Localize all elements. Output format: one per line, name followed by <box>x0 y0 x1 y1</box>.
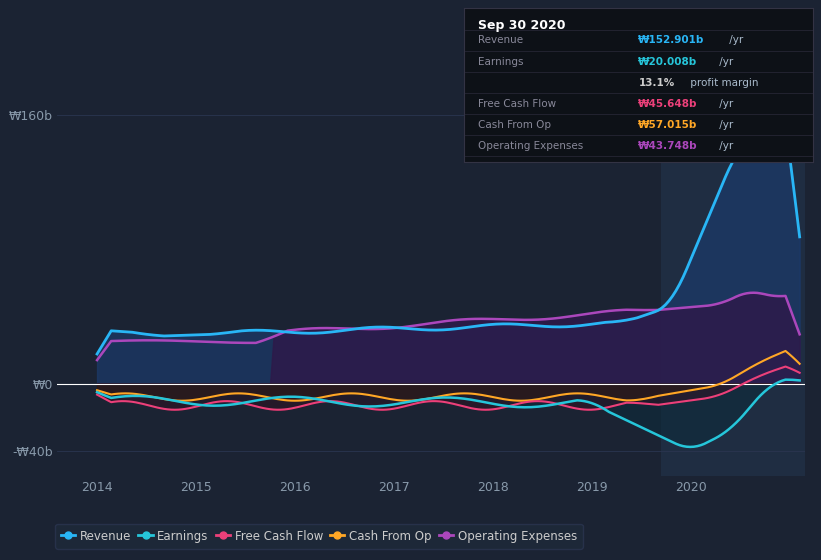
Bar <box>661 73 805 476</box>
Text: Revenue: Revenue <box>478 35 523 45</box>
Text: ₩45.648b: ₩45.648b <box>639 99 698 109</box>
Text: ₩20.008b: ₩20.008b <box>639 57 698 67</box>
Text: /yr: /yr <box>717 141 734 151</box>
Text: /yr: /yr <box>717 57 734 67</box>
Text: Cash From Op: Cash From Op <box>478 120 551 130</box>
Text: Sep 30 2020: Sep 30 2020 <box>478 19 566 32</box>
Text: Free Cash Flow: Free Cash Flow <box>478 99 556 109</box>
Text: Operating Expenses: Operating Expenses <box>478 141 583 151</box>
Text: Earnings: Earnings <box>478 57 523 67</box>
Text: profit margin: profit margin <box>687 78 759 87</box>
Text: /yr: /yr <box>727 35 744 45</box>
Text: ₩152.901b: ₩152.901b <box>639 35 704 45</box>
Legend: Revenue, Earnings, Free Cash Flow, Cash From Op, Operating Expenses: Revenue, Earnings, Free Cash Flow, Cash … <box>55 524 583 549</box>
Text: 13.1%: 13.1% <box>639 78 675 87</box>
Text: ₩57.015b: ₩57.015b <box>639 120 698 130</box>
Text: ₩43.748b: ₩43.748b <box>639 141 698 151</box>
Text: /yr: /yr <box>717 120 734 130</box>
Text: /yr: /yr <box>717 99 734 109</box>
